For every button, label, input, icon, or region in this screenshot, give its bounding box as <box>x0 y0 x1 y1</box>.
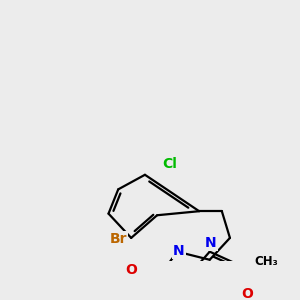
Text: CH₃: CH₃ <box>254 255 278 268</box>
Text: O: O <box>125 263 137 277</box>
Text: O: O <box>241 287 253 300</box>
Text: Cl: Cl <box>162 157 177 171</box>
Text: Br: Br <box>110 232 127 246</box>
Text: N: N <box>173 244 184 258</box>
Text: N: N <box>205 236 216 250</box>
